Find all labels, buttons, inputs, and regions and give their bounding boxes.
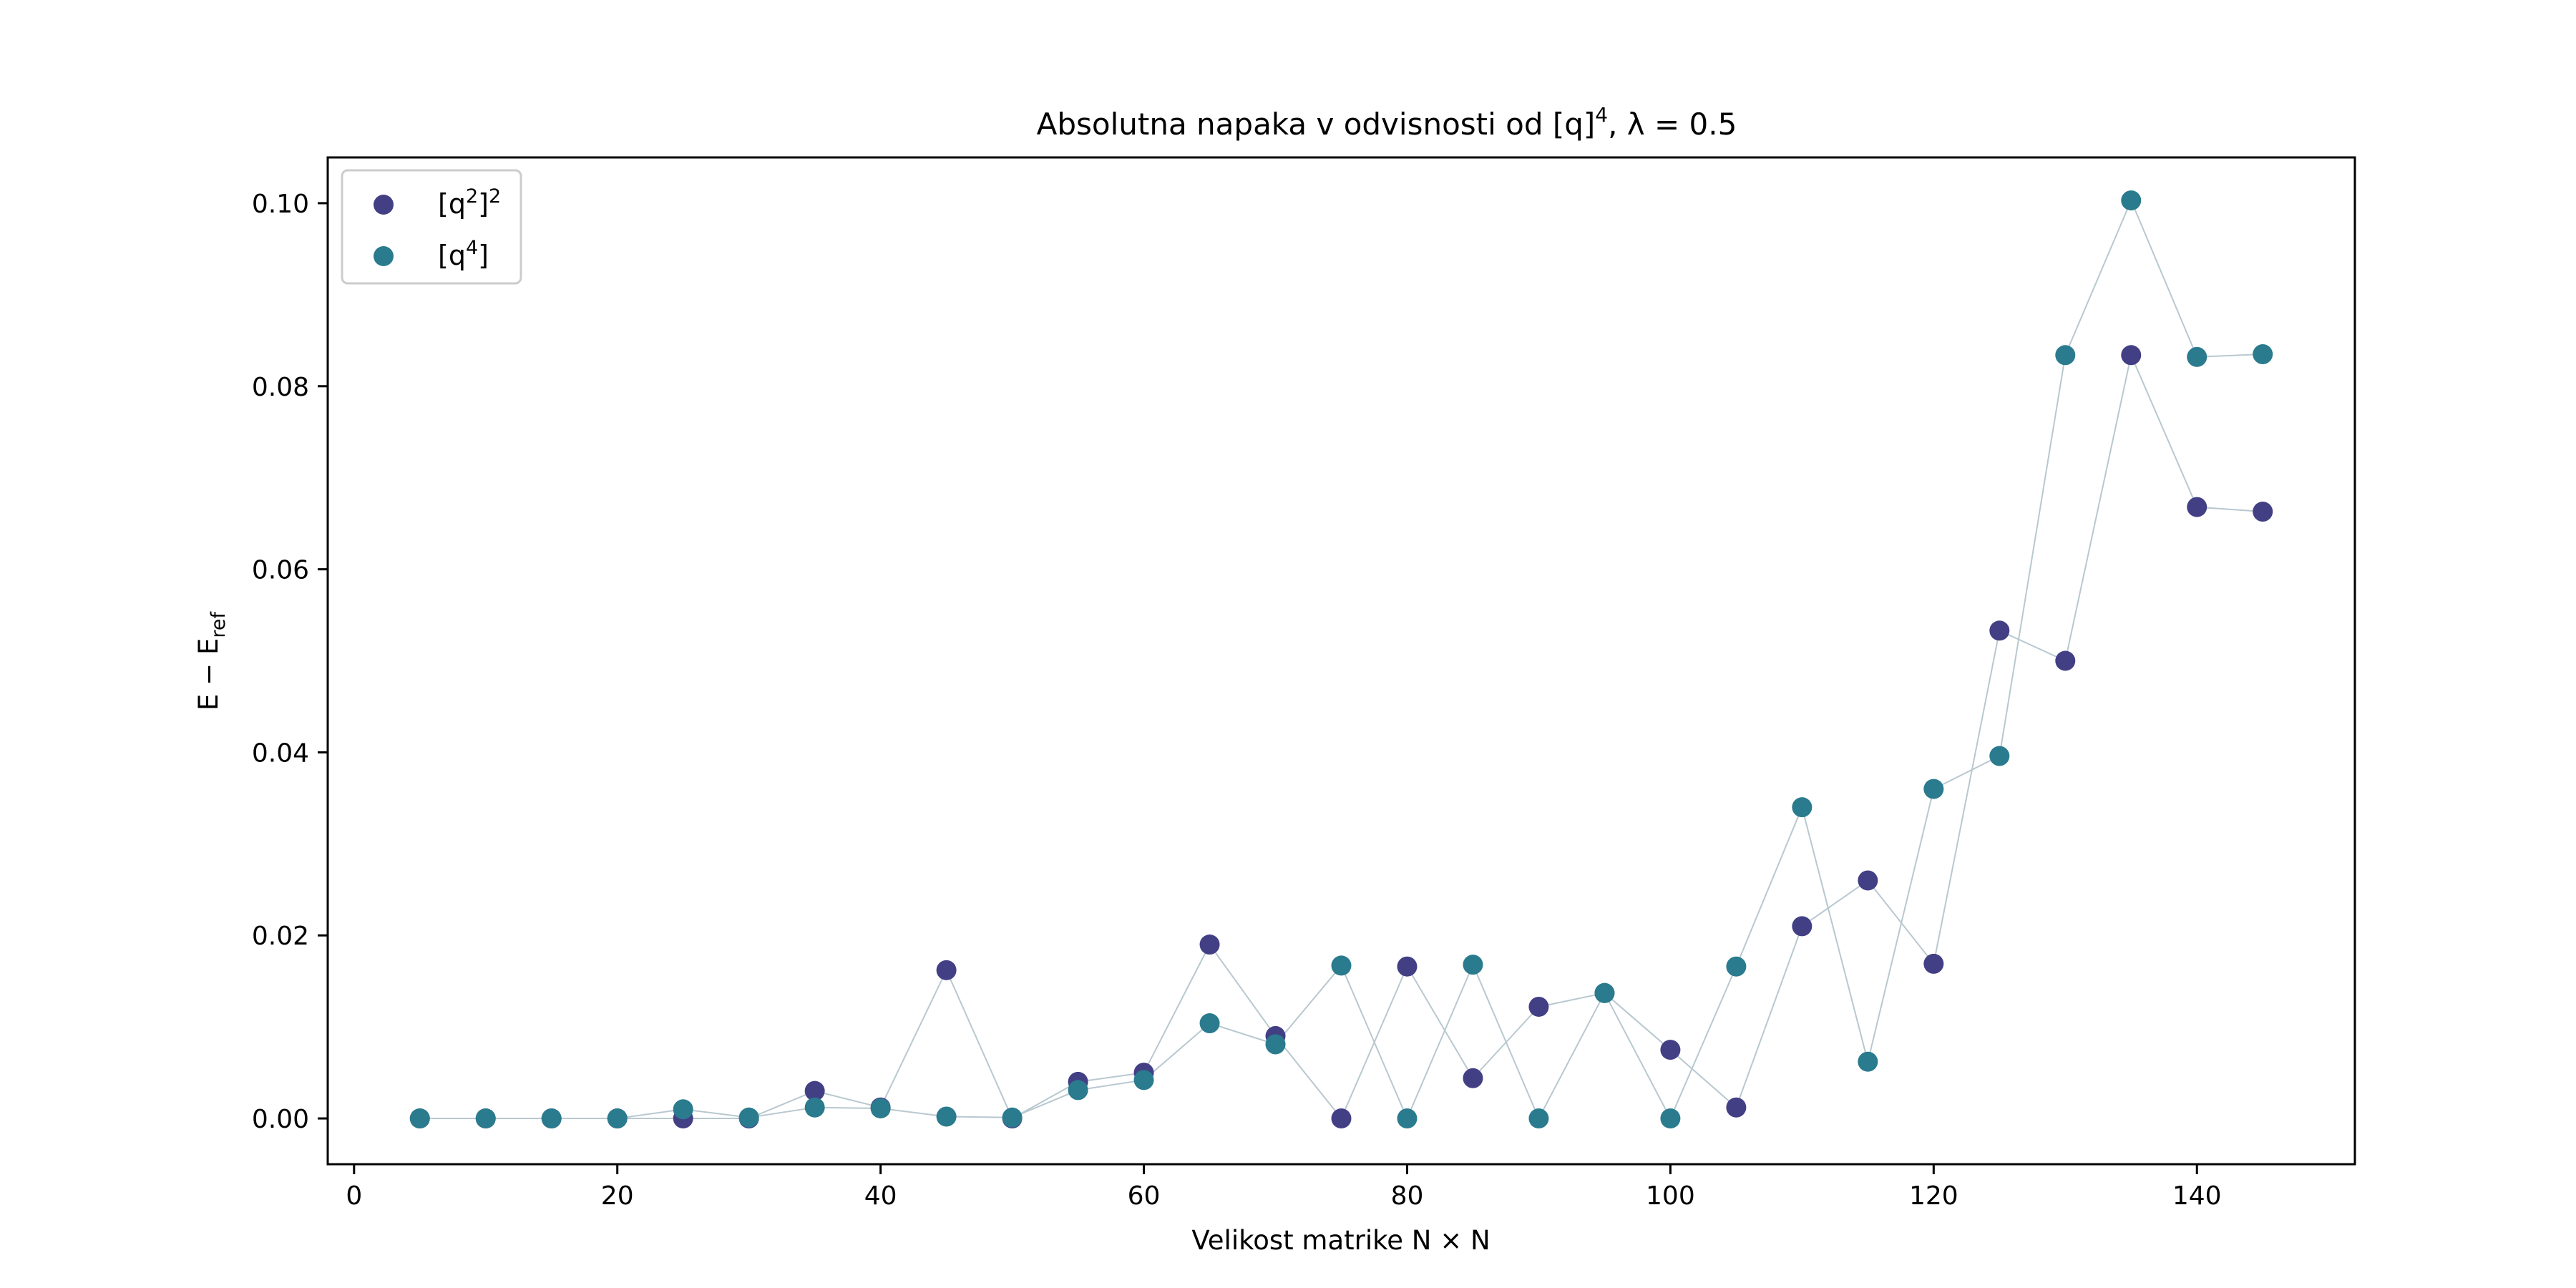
series-2-point-3 [607, 1108, 628, 1129]
series-2-point-5 [738, 1107, 759, 1128]
legend-label-series-2: [q4] [438, 237, 489, 271]
series-1-point-19 [1660, 1040, 1681, 1060]
x-tick-label-3: 60 [1128, 1181, 1161, 1211]
x-axis: 0 20 40 60 80 100 120 140 [346, 1164, 2222, 1211]
series-1-point-15 [1397, 956, 1418, 977]
series-2-point-23 [1923, 779, 1944, 799]
legend-label-series-1: [q2]2 [438, 185, 501, 220]
series-2-point-6 [804, 1097, 825, 1118]
series-2-point-15 [1397, 1108, 1418, 1129]
y-tick-label-3: 0.06 [252, 556, 309, 585]
x-tick-label-6: 120 [1909, 1181, 1958, 1211]
x-tick-label-0: 0 [346, 1181, 362, 1211]
series-1-point-17 [1528, 996, 1549, 1017]
series-2-point-19 [1660, 1108, 1681, 1129]
x-tick-label-7: 140 [2172, 1181, 2222, 1211]
series-2-point-24 [1989, 746, 2010, 766]
series-1-point-22 [1858, 870, 1878, 891]
chart-title: Absolutna napaka v odvisnosti od [q]4, λ… [1037, 103, 1737, 142]
legend-marker-series-1 [374, 195, 394, 215]
series-1-point-27 [2187, 497, 2207, 517]
series-2-point-9 [1002, 1107, 1023, 1128]
series-2-point-16 [1463, 955, 1483, 975]
x-tick-label-2: 40 [864, 1181, 897, 1211]
series-2-point-21 [1792, 797, 1813, 818]
y-tick-label-0: 0.00 [252, 1105, 309, 1134]
series-1-point-26 [2121, 345, 2142, 366]
series-1-point-20 [1726, 1097, 1747, 1118]
series-1-point-24 [1989, 620, 2010, 641]
y-tick-label-2: 0.04 [252, 738, 309, 768]
series-2-point-11 [1133, 1070, 1154, 1091]
series-2-point-13 [1265, 1034, 1286, 1055]
series-2-point-22 [1858, 1051, 1878, 1072]
series-2-point-10 [1068, 1080, 1088, 1101]
series-2-line [419, 198, 2263, 1121]
y-tick-label-4: 0.08 [252, 373, 309, 402]
series-1-line [419, 353, 2263, 1120]
series-2-point-8 [936, 1106, 957, 1127]
series-2-point-27 [2187, 346, 2207, 367]
series-2-point-1 [475, 1108, 496, 1129]
y-axis: 0.00 0.02 0.04 0.06 0.08 0.10 [252, 190, 328, 1134]
series-2-point-20 [1726, 956, 1747, 977]
x-tick-label-1: 20 [601, 1181, 634, 1211]
series-2-point-12 [1199, 1013, 1220, 1034]
series-1-point-28 [2253, 502, 2273, 522]
series-2-point-26 [2121, 190, 2142, 211]
series-1-point-12 [1199, 935, 1220, 955]
series-lines [419, 198, 2263, 1121]
series-2-point-28 [2253, 344, 2273, 365]
series-2-point-0 [409, 1108, 430, 1129]
series-2-point-14 [1331, 955, 1352, 976]
series-2-point-25 [2055, 345, 2076, 366]
legend-marker-series-2 [374, 246, 394, 266]
series-2-point-2 [541, 1108, 562, 1129]
series-2-point-17 [1528, 1108, 1549, 1129]
series-1-point-25 [2055, 650, 2076, 671]
series-points [409, 190, 2273, 1129]
series-1-point-16 [1463, 1068, 1483, 1088]
x-axis-label: Velikost matrike N × N [1191, 1225, 1490, 1256]
x-tick-label-4: 80 [1391, 1181, 1424, 1211]
series-1-point-23 [1923, 953, 1944, 974]
plot-area [326, 156, 2356, 1166]
series-2-point-4 [673, 1099, 693, 1120]
series-1-point-14 [1331, 1108, 1352, 1129]
series-2-point-18 [1594, 982, 1615, 1003]
series-1-point-8 [936, 960, 957, 980]
x-tick-label-5: 100 [1646, 1181, 1695, 1211]
series-1-point-6 [804, 1080, 825, 1101]
y-tick-label-5: 0.10 [252, 190, 309, 219]
series-2-point-7 [870, 1098, 891, 1118]
legend: [q2]2 [q4] [341, 169, 522, 285]
series-1-point-21 [1792, 916, 1813, 937]
y-axis-label: E − Eref [193, 611, 230, 711]
y-tick-label-1: 0.02 [252, 922, 309, 951]
